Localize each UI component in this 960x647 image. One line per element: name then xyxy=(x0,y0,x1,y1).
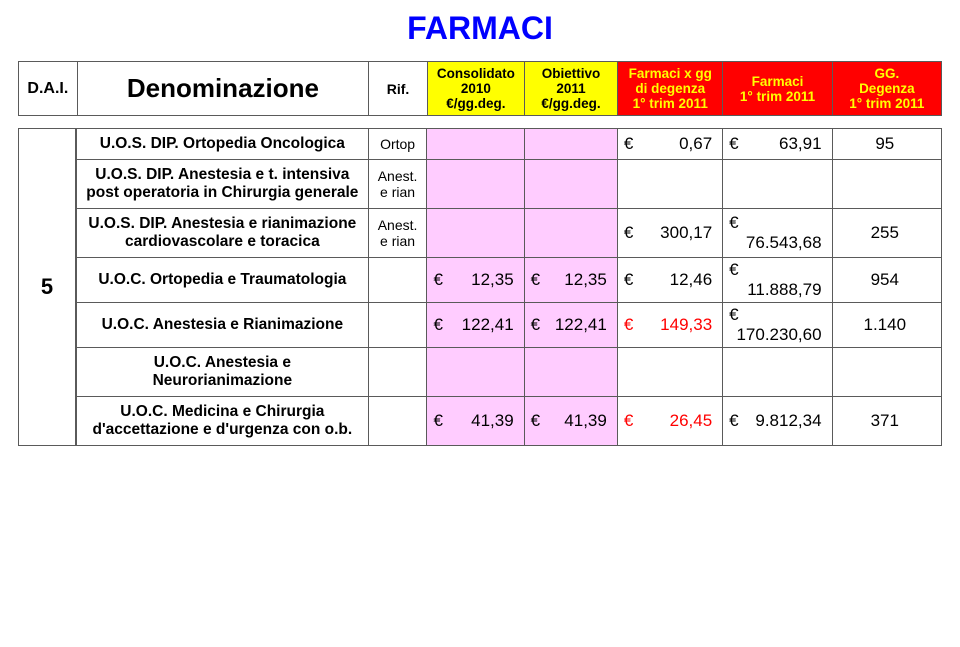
cell-cons xyxy=(427,209,524,258)
cell-cons: 122,41 xyxy=(427,303,524,348)
cell-fgg: 26,45 xyxy=(617,397,722,446)
cell-gg: 95 xyxy=(832,129,941,160)
cell-denom: U.O.S. DIP. Anestesia e t. intensiva pos… xyxy=(77,160,369,209)
table-row: U.O.C. Anestesia e Rianimazione 122,41122… xyxy=(77,303,942,348)
cell-rif: Anest. e rian xyxy=(368,160,427,209)
table-row: U.O.S. DIP. Ortopedia OncologicaOrtop 0,6… xyxy=(77,129,942,160)
cell-gg xyxy=(832,160,941,209)
table-row: U.O.S. DIP. Anestesia e t. intensiva pos… xyxy=(77,160,942,209)
cell-rif xyxy=(368,348,427,397)
col-rif: Rif. xyxy=(369,62,428,116)
table-row: U.O.S. DIP. Anestesia e rianimazione car… xyxy=(77,209,942,258)
cell-cons xyxy=(427,129,524,160)
cell-ob: 122,41 xyxy=(524,303,617,348)
cell-f1t: 9.812,34 xyxy=(723,397,832,446)
cell-denom: U.O.S. DIP. Ortopedia Oncologica xyxy=(77,129,369,160)
cell-gg xyxy=(832,348,941,397)
cell-ob xyxy=(524,129,617,160)
cell-gg: 1.140 xyxy=(832,303,941,348)
cell-denom: U.O.C. Ortopedia e Traumatologia xyxy=(77,258,369,303)
body-wrap: 5 U.O.S. DIP. Ortopedia OncologicaOrtop 0… xyxy=(18,128,942,446)
cell-ob xyxy=(524,348,617,397)
cell-rif xyxy=(368,397,427,446)
cell-gg: 255 xyxy=(832,209,941,258)
cell-fgg: 300,17 xyxy=(617,209,722,258)
cell-f1t: 11.888,79 xyxy=(723,258,832,303)
cell-rif: Anest. e rian xyxy=(368,209,427,258)
col-gg-degenza: GG.Degenza1° trim 2011 xyxy=(832,62,941,116)
cell-cons: 12,35 xyxy=(427,258,524,303)
cell-f1t xyxy=(723,160,832,209)
cell-ob xyxy=(524,160,617,209)
col-farmaci-gg: Farmaci x ggdi degenza1° trim 2011 xyxy=(618,62,723,116)
cell-fgg xyxy=(617,160,722,209)
cell-fgg xyxy=(617,348,722,397)
cell-rif xyxy=(368,303,427,348)
cell-f1t: 170.230,60 xyxy=(723,303,832,348)
col-denom: Denominazione xyxy=(77,62,368,116)
col-dai: D.A.I. xyxy=(19,62,78,116)
cell-f1t: 63,91 xyxy=(723,129,832,160)
table-row: U.O.C. Ortopedia e Traumatologia12,3512,… xyxy=(77,258,942,303)
page: FARMACI D.A.I. Denominazione Rif. Consol… xyxy=(0,0,960,647)
cell-cons xyxy=(427,348,524,397)
cell-fgg: 149,33 xyxy=(617,303,722,348)
table-row: U.O.C. Anestesia e Neurorianimazione xyxy=(77,348,942,397)
cell-rif xyxy=(368,258,427,303)
cell-rif: Ortop xyxy=(368,129,427,160)
cell-f1t xyxy=(723,348,832,397)
cell-gg: 954 xyxy=(832,258,941,303)
cell-cons: 41,39 xyxy=(427,397,524,446)
dai-group-num: 5 xyxy=(18,128,76,446)
cell-ob: 41,39 xyxy=(524,397,617,446)
page-title: FARMACI xyxy=(18,10,942,47)
cell-denom: U.O.S. DIP. Anestesia e rianimazione car… xyxy=(77,209,369,258)
cell-fgg: 0,67 xyxy=(617,129,722,160)
cell-denom: U.O.C. Medicina e Chirurgia d'accettazio… xyxy=(77,397,369,446)
table-row: U.O.C. Medicina e Chirurgia d'accettazio… xyxy=(77,397,942,446)
cell-denom: U.O.C. Anestesia e Rianimazione xyxy=(77,303,369,348)
cell-ob: 12,35 xyxy=(524,258,617,303)
cell-ob xyxy=(524,209,617,258)
header-body-gap xyxy=(18,116,942,128)
col-consolidato: Consolidato2010€/gg.deg. xyxy=(427,62,524,116)
body-table: U.O.S. DIP. Ortopedia OncologicaOrtop 0,6… xyxy=(76,128,942,446)
col-obiettivo: Obiettivo2011€/gg.deg. xyxy=(525,62,618,116)
cell-f1t: 76.543,68 xyxy=(723,209,832,258)
cell-fgg: 12,46 xyxy=(617,258,722,303)
col-farmaci-1t: Farmaci1° trim 2011 xyxy=(723,62,832,116)
header-table: D.A.I. Denominazione Rif. Consolidato201… xyxy=(18,61,942,116)
cell-denom: U.O.C. Anestesia e Neurorianimazione xyxy=(77,348,369,397)
cell-gg: 371 xyxy=(832,397,941,446)
cell-cons xyxy=(427,160,524,209)
